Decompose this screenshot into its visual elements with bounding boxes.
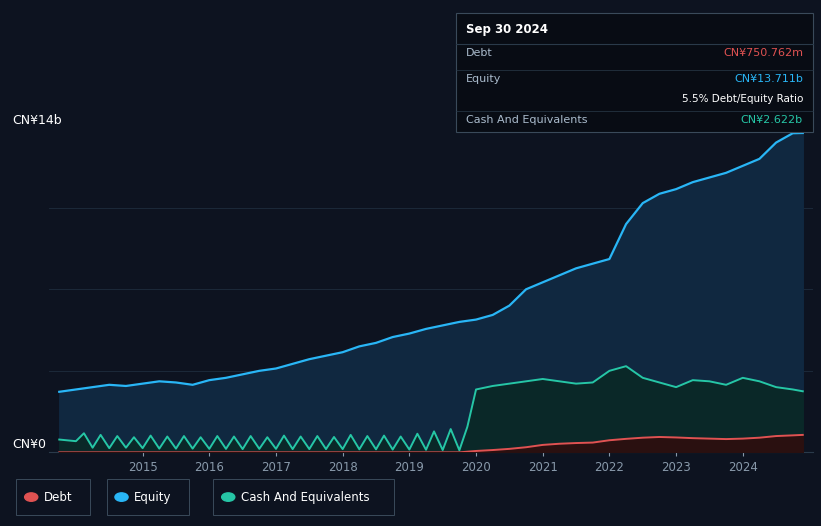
- Text: CN¥2.622b: CN¥2.622b: [741, 115, 803, 125]
- Text: CN¥13.711b: CN¥13.711b: [734, 74, 803, 84]
- Text: CN¥0: CN¥0: [12, 438, 46, 451]
- Text: CN¥14b: CN¥14b: [12, 115, 62, 127]
- Text: Cash And Equivalents: Cash And Equivalents: [466, 115, 587, 125]
- Text: 5.5% Debt/Equity Ratio: 5.5% Debt/Equity Ratio: [681, 94, 803, 104]
- Text: Equity: Equity: [466, 74, 501, 84]
- Text: Sep 30 2024: Sep 30 2024: [466, 23, 548, 36]
- Text: CN¥750.762m: CN¥750.762m: [723, 48, 803, 58]
- Text: Equity: Equity: [134, 491, 172, 503]
- Text: Debt: Debt: [466, 48, 493, 58]
- Text: Debt: Debt: [44, 491, 72, 503]
- Text: Cash And Equivalents: Cash And Equivalents: [241, 491, 369, 503]
